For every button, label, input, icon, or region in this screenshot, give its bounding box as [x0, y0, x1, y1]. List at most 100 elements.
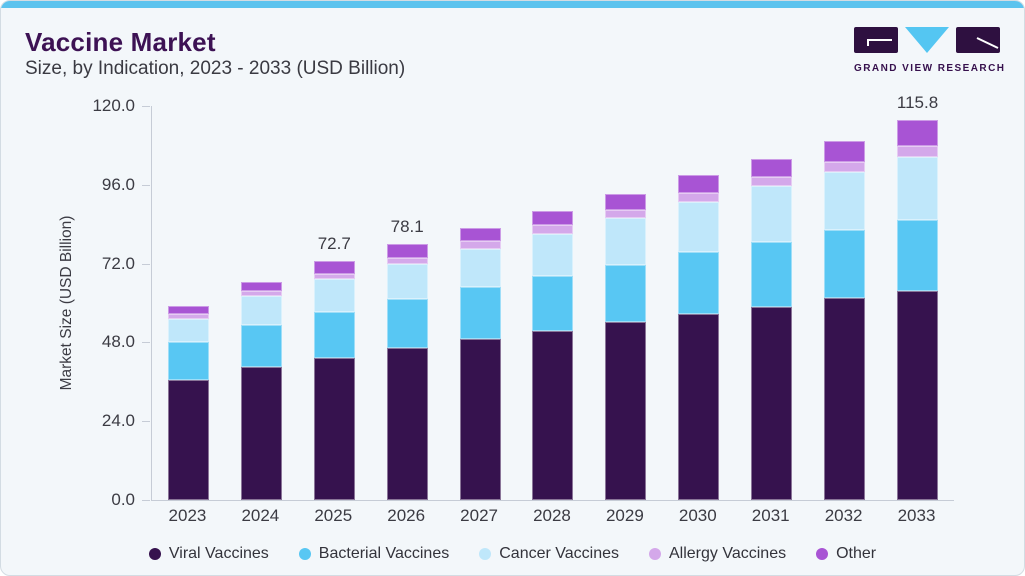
- bar-stack: [532, 211, 574, 500]
- bar-segment-allergy-vaccines: [459, 241, 501, 249]
- bar-segment-cancer-vaccines: [605, 218, 647, 265]
- bar-segment-bacterial-vaccines: [459, 287, 501, 340]
- bar-segment-allergy-vaccines: [897, 146, 939, 157]
- legend-dot-icon: [479, 548, 492, 560]
- bar-segment-cancer-vaccines: [459, 248, 501, 288]
- x-axis-label: 2032: [824, 506, 863, 525]
- bar-segment-other: [897, 119, 939, 147]
- bar-segment-other: [167, 305, 209, 314]
- plot-area: 72.7 78.1 115.8: [151, 93, 954, 501]
- bar-group-2033: 115.8: [881, 93, 954, 500]
- page-subtitle: Size, by Indication, 2023 - 2033 (USD Bi…: [25, 58, 406, 79]
- bar-stack: [678, 175, 720, 500]
- legend-dot-icon: [816, 548, 829, 560]
- bar-segment-bacterial-vaccines: [897, 219, 939, 292]
- bar-total-label: 115.8: [896, 92, 939, 112]
- bar-segment-bacterial-vaccines: [824, 230, 866, 299]
- bar-group-2024: [225, 106, 298, 500]
- bar-segment-cancer-vaccines: [386, 264, 428, 300]
- bar-stack: [459, 228, 501, 500]
- bar-stack: [167, 305, 209, 500]
- bar-segment-allergy-vaccines: [751, 176, 793, 187]
- bar-segment-cancer-vaccines: [897, 156, 939, 220]
- bar-segment-other: [751, 158, 793, 177]
- bar-stack: [386, 243, 428, 500]
- legend-item-bacterial-vaccines: Bacterial Vaccines: [298, 545, 450, 563]
- bar-segment-allergy-vaccines: [240, 291, 282, 297]
- bar-segment-allergy-vaccines: [678, 193, 720, 203]
- bar-segment-allergy-vaccines: [313, 273, 355, 279]
- bar-segment-viral-vaccines: [751, 306, 793, 500]
- bar-segment-viral-vaccines: [313, 357, 355, 500]
- legend-label: Cancer Vaccines: [499, 545, 619, 562]
- bar-segment-viral-vaccines: [386, 347, 428, 500]
- gvr-logo-text: GRAND VIEW RESEARCH: [854, 63, 1006, 74]
- bar-segment-allergy-vaccines: [386, 258, 428, 265]
- bar-segment-allergy-vaccines: [824, 161, 866, 173]
- bar-segment-viral-vaccines: [532, 330, 574, 500]
- bar-segment-viral-vaccines: [459, 339, 501, 500]
- legend-item-allergy-vaccines: Allergy Vaccines: [649, 545, 786, 563]
- y-tick-mark: [142, 184, 150, 186]
- bar-segment-other: [532, 211, 574, 226]
- x-axis-label: 2033: [897, 506, 936, 525]
- bar-segment-other: [605, 194, 647, 211]
- bar-segment-allergy-vaccines: [605, 210, 647, 219]
- x-axis-label: 2030: [678, 506, 717, 525]
- legend-label: Bacterial Vaccines: [318, 545, 450, 562]
- legend: Viral Vaccines Bacterial Vaccines Cancer V…: [1, 545, 1024, 563]
- bar-segment-bacterial-vaccines: [167, 341, 209, 380]
- legend-label: Viral Vaccines: [168, 545, 269, 562]
- y-tick-mark: [142, 421, 150, 423]
- bar-segment-cancer-vaccines: [240, 296, 282, 326]
- y-tick-mark: [142, 263, 150, 265]
- x-axis-labels: 2023 2024 2025 2026 2027 2028 2029 2030 2031 2032…: [151, 506, 953, 526]
- bar-segment-cancer-vaccines: [532, 233, 574, 277]
- bar-segment-bacterial-vaccines: [751, 241, 793, 307]
- bar-segment-cancer-vaccines: [678, 202, 720, 253]
- bar-segment-cancer-vaccines: [313, 278, 355, 312]
- x-axis-label: 2031: [751, 506, 790, 525]
- bar-segment-cancer-vaccines: [167, 319, 209, 342]
- legend-dot-icon: [298, 548, 311, 560]
- bar-segment-bacterial-vaccines: [678, 252, 720, 314]
- bar-segment-viral-vaccines: [678, 313, 720, 500]
- y-tick-label: 48.0: [101, 332, 135, 352]
- x-axis-label: 2025: [314, 506, 353, 525]
- legend-item-cancer-vaccines: Cancer Vaccines: [479, 545, 619, 563]
- x-axis-label: 2029: [605, 506, 644, 525]
- bar-segment-bacterial-vaccines: [313, 311, 355, 358]
- bar-group-2027: [444, 106, 517, 500]
- legend-label: Allergy Vaccines: [669, 545, 787, 562]
- x-axis-label: 2024: [241, 506, 280, 525]
- legend-item-viral-vaccines: Viral Vaccines: [148, 545, 269, 563]
- bar-stack: [605, 194, 647, 500]
- bar-segment-other: [459, 228, 501, 242]
- bar-group-2032: [808, 106, 881, 500]
- bar-total-label: 78.1: [390, 216, 424, 236]
- bar-segment-other: [678, 175, 720, 194]
- legend-item-other: Other: [816, 545, 876, 563]
- bar-segment-bacterial-vaccines: [605, 264, 647, 323]
- bar-group-2030: [662, 106, 735, 500]
- bar-segment-cancer-vaccines: [751, 186, 793, 242]
- bar-segment-bacterial-vaccines: [532, 276, 574, 331]
- bar-segment-bacterial-vaccines: [386, 299, 428, 348]
- bar-stack: [313, 261, 355, 500]
- legend-dot-icon: [649, 548, 661, 560]
- bar-segment-viral-vaccines: [240, 366, 282, 500]
- gvr-logo-icon: [854, 27, 1000, 53]
- x-axis-label: 2027: [460, 506, 498, 525]
- legend-label: Other: [836, 545, 877, 562]
- bar-segment-viral-vaccines: [897, 291, 939, 500]
- bar-segment-viral-vaccines: [605, 322, 647, 500]
- y-axis-ticks: 0.0 24.0 48.0 72.0 96.0 120.0: [1, 96, 151, 509]
- legend-dot-icon: [148, 548, 161, 560]
- gvr-logo: GRAND VIEW RESEARCH: [854, 27, 1006, 74]
- bar-segment-other: [313, 261, 355, 274]
- bars-container: 72.7 78.1 115.8: [152, 93, 954, 500]
- y-tick-mark: [142, 500, 150, 501]
- bar-segment-viral-vaccines: [167, 379, 209, 500]
- bar-group-2023: [152, 106, 225, 500]
